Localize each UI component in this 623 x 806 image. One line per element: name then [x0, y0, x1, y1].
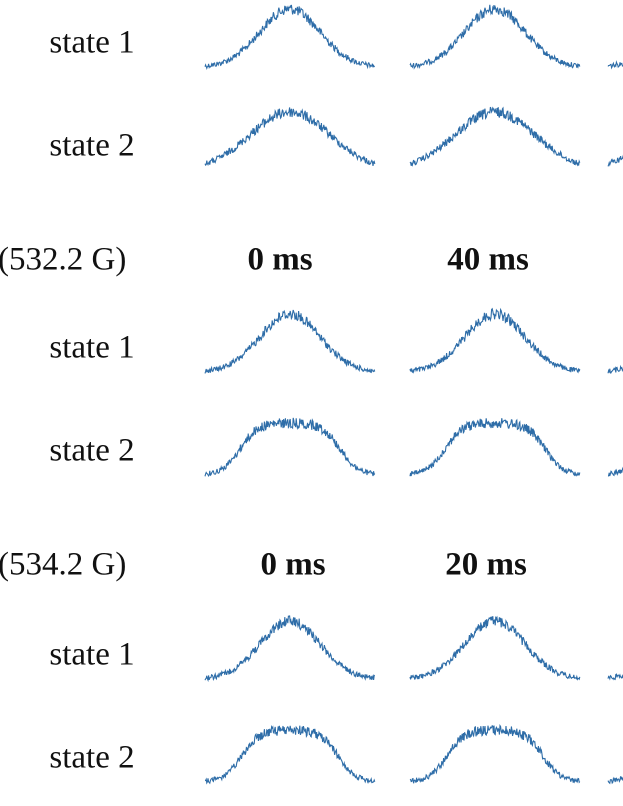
row-label: state 2	[49, 433, 134, 469]
trace	[409, 724, 581, 784]
trace	[607, 776, 623, 785]
trace	[204, 417, 376, 478]
row-label: state 2	[49, 740, 134, 776]
trace	[607, 466, 623, 477]
trace	[409, 307, 581, 374]
trace	[607, 673, 623, 681]
time-header: 0 ms	[260, 547, 325, 583]
trace	[607, 60, 623, 70]
row-label: state 1	[49, 25, 134, 61]
field-label: (534.2 G)	[0, 547, 126, 583]
time-header: 0 ms	[247, 242, 312, 278]
trace	[409, 106, 581, 167]
row-label: state 2	[49, 128, 134, 164]
trace	[204, 4, 375, 70]
trace	[607, 364, 623, 374]
time-header: 40 ms	[447, 242, 529, 278]
trace	[409, 4, 581, 70]
trace	[607, 154, 623, 167]
time-header: 20 ms	[445, 547, 527, 583]
row-label: state 1	[49, 330, 134, 366]
trace	[204, 309, 376, 374]
trace	[204, 615, 376, 683]
trace	[204, 724, 376, 785]
trace	[409, 418, 581, 477]
field-label: (532.2 G)	[0, 242, 126, 278]
row-label: state 1	[49, 637, 134, 673]
trace	[204, 107, 376, 167]
trace	[409, 615, 581, 681]
